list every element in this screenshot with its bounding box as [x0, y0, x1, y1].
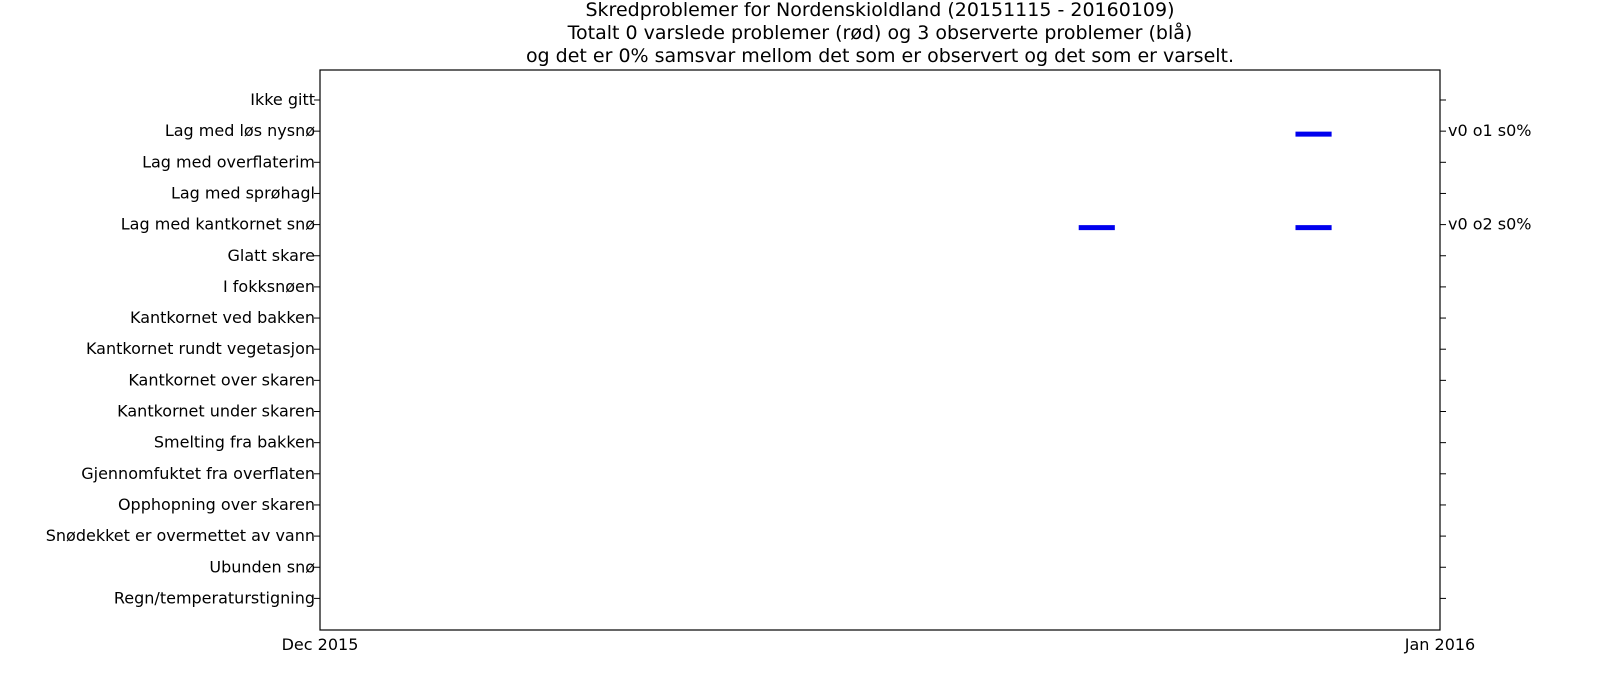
y-tick-label: Lag med løs nysnø: [165, 121, 315, 140]
y-tick-label: Regn/temperaturstigning: [114, 588, 315, 607]
title-line-1: Skredproblemer for Nordenskioldland (201…: [585, 0, 1174, 21]
y-tick-label: Gjennomfuktet fra overflaten: [81, 464, 315, 483]
y-tick-label: Snødekket er overmettet av vann: [46, 526, 315, 545]
x-tick-label: Dec 2015: [282, 635, 359, 654]
x-tick-label: Jan 2016: [1404, 635, 1475, 654]
y-tick-label: Glatt skare: [228, 246, 315, 265]
plot-marks: [1078, 131, 1332, 231]
y-tick-label: Lag med kantkornet snø: [121, 215, 315, 234]
x-axis: Dec 2015 Jan 2016: [282, 70, 1475, 654]
y-tick-label: Kantkornet under skaren: [117, 402, 315, 421]
chart-title: Skredproblemer for Nordenskioldland (201…: [526, 0, 1234, 67]
y-tick-label: Lag med overflaterim: [142, 152, 315, 171]
y-tick-label: I fokksnøen: [223, 277, 315, 296]
y-tick-label: Kantkornet ved bakken: [130, 308, 315, 327]
y-axis: Ikke gitt Lag med løs nysnø Lag med overfl…: [46, 90, 1446, 607]
title-line-3: og det er 0% samsvar mellom det som er o…: [526, 45, 1234, 67]
row-summary-label: v0 o1 s0%: [1448, 121, 1532, 140]
y-tick-label: Smelting fra bakken: [154, 433, 315, 452]
plot-frame: [319, 69, 1441, 631]
right-annotations: v0 o1 s0% v0 o2 s0%: [1448, 121, 1532, 233]
y-tick-label: Opphopning over skaren: [118, 495, 315, 514]
y-tick-label: Kantkornet over skaren: [128, 370, 315, 389]
y-tick-label: Ubunden snø: [209, 557, 315, 576]
title-line-2: Totalt 0 varslede problemer (rød) og 3 o…: [567, 21, 1193, 44]
y-tick-label: Lag med sprøhagl: [171, 183, 315, 202]
y-tick-label: Ikke gitt: [250, 90, 315, 109]
y-tick-label: Kantkornet rundt vegetasjon: [86, 339, 315, 358]
row-summary-label: v0 o2 s0%: [1448, 215, 1532, 234]
